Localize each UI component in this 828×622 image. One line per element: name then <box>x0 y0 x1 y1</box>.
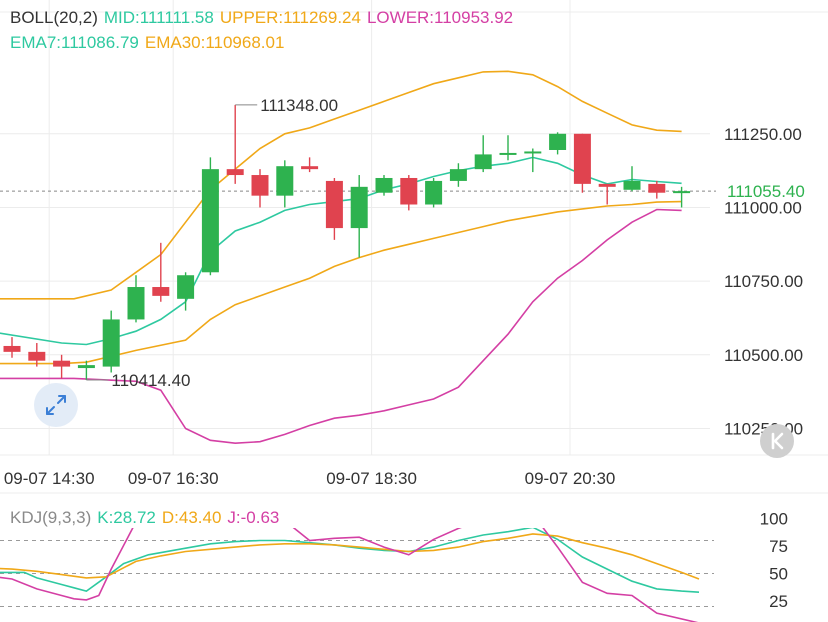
candle-body <box>449 169 467 181</box>
kdj-label: KDJ(9,3,3) <box>10 508 92 527</box>
d-value: D:43.40 <box>161 508 222 527</box>
series-upper-line <box>0 70 682 300</box>
candle-body <box>375 177 393 193</box>
k-value: K:28.72 <box>97 508 156 527</box>
candle-body <box>77 365 95 369</box>
x-tick-label: 09-07 16:30 <box>128 469 219 488</box>
candle-body <box>301 166 319 170</box>
kdj-series-j-line <box>0 528 699 622</box>
ema-header: EMA7:111086.79 EMA30:110968.01 <box>10 33 290 53</box>
k-logo-button[interactable] <box>760 424 794 458</box>
candle-body <box>524 151 542 154</box>
candle-body <box>251 175 269 196</box>
candle-body <box>53 360 71 367</box>
current-price-label: 111055.40 <box>727 182 805 201</box>
x-tick-label: 09-07 14:30 <box>4 469 95 488</box>
candle-body <box>673 191 691 194</box>
y-tick-label: 110500.00 <box>724 346 803 365</box>
upper-value: UPPER:111269.24 <box>219 8 361 27</box>
candle-body <box>474 154 492 170</box>
current-price-label-bg <box>718 178 828 203</box>
candle-body <box>177 275 195 299</box>
y-tick-label: 111000.00 <box>724 198 802 217</box>
candle-body <box>28 351 46 361</box>
boll-label: BOLL(20,2) <box>10 8 98 27</box>
candle-body <box>400 177 418 205</box>
candle-body <box>648 183 666 193</box>
mid-value: MID:111111.58 <box>103 8 214 27</box>
candle-body <box>152 287 170 296</box>
kdj-y-tick-label: 25 <box>769 592 788 611</box>
x-tick-label: 09-07 20:30 <box>525 469 616 488</box>
candle-body <box>325 180 343 229</box>
lower-value: LOWER:110953.92 <box>366 8 514 27</box>
candle-body <box>598 183 616 187</box>
kdj-series-group <box>0 528 700 622</box>
j-value: J:-0.63 <box>227 508 280 527</box>
ema30-value: EMA30:110968.01 <box>144 33 285 52</box>
boll-header: BOLL(20,2) MID:111111.58 UPPER:111269.24 LO… <box>10 8 519 28</box>
candle-body <box>623 180 641 190</box>
candle-body <box>573 133 591 184</box>
min-price-annotation: 110414.40 <box>111 371 190 390</box>
y-tick-label: 110750.00 <box>724 272 803 291</box>
kdj-y-tick-label: 50 <box>769 565 788 584</box>
candle-body <box>499 152 517 155</box>
candle-body <box>3 345 21 352</box>
candle-body <box>276 166 294 196</box>
series-lower-line <box>0 208 682 445</box>
candle-body <box>425 180 443 205</box>
expand-button[interactable] <box>34 383 78 427</box>
kdj-y-tick-label: 75 <box>769 537 788 556</box>
candle-body <box>226 169 244 176</box>
candle-body <box>102 319 120 367</box>
k-logo-icon <box>771 432 784 450</box>
candle-body <box>127 287 145 320</box>
kdj-header: KDJ(9,3,3) K:28.72 D:43.40 J:-0.63 <box>10 508 285 528</box>
series-ema30-line <box>0 200 682 365</box>
max-price-annotation: 111348.00 <box>260 96 338 115</box>
candle-body <box>201 169 219 273</box>
y-tick-label: 111250.00 <box>724 125 802 144</box>
candle-body <box>350 186 368 229</box>
candle-body <box>549 133 567 150</box>
expand-arrows-icon <box>46 395 66 415</box>
ema7-value: EMA7:111086.79 <box>10 33 139 52</box>
x-tick-label: 09-07 18:30 <box>326 469 417 488</box>
kdj-series-d-line <box>0 533 700 580</box>
kdj-y-tick-label: 100 <box>760 510 788 529</box>
